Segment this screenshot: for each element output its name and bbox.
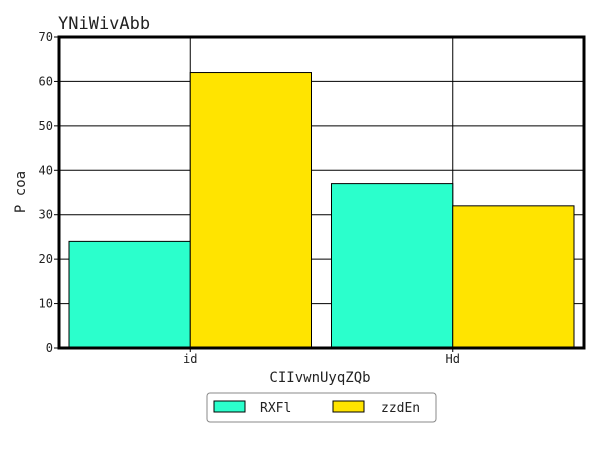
- bars: [68, 72, 575, 349]
- bar-zzdEn-id: [189, 72, 312, 349]
- legend-box: [206, 392, 437, 423]
- y-tick-label: 30: [39, 208, 53, 222]
- y-tick-label: 70: [39, 30, 53, 44]
- legend-label-RXFl: RXFl: [260, 401, 291, 416]
- bar-RXFl-id: [68, 240, 191, 349]
- y-tick-label: 50: [39, 119, 53, 133]
- y-tick-label: 60: [39, 74, 53, 88]
- y-tick-label: 0: [46, 341, 53, 355]
- legend-label-zzdEn: zzdEn: [381, 401, 420, 416]
- legend-swatch-RXFl: [213, 400, 246, 413]
- chart-title: YNiWivAbb: [58, 14, 150, 34]
- y-axis-ticks: 0 10 20 30 40 50 60 70: [39, 30, 59, 355]
- y-axis-label: P coa: [13, 171, 29, 213]
- y-tick-label: 20: [39, 252, 53, 266]
- bar-zzdEn-Hd: [452, 205, 575, 349]
- x-tick-label: id: [183, 352, 197, 366]
- x-axis-ticks: id Hd: [183, 348, 460, 366]
- legend: RXFl zzdEn: [206, 392, 437, 423]
- plot-frame: [57, 35, 586, 350]
- x-axis-label: CIIvwnUyqZQb: [269, 370, 370, 386]
- y-tick-label: 40: [39, 163, 53, 177]
- bar-RXFl-Hd: [331, 183, 454, 349]
- x-tick-label: Hd: [446, 352, 460, 366]
- legend-swatch-zzdEn: [332, 400, 365, 413]
- y-tick-label: 10: [39, 297, 53, 311]
